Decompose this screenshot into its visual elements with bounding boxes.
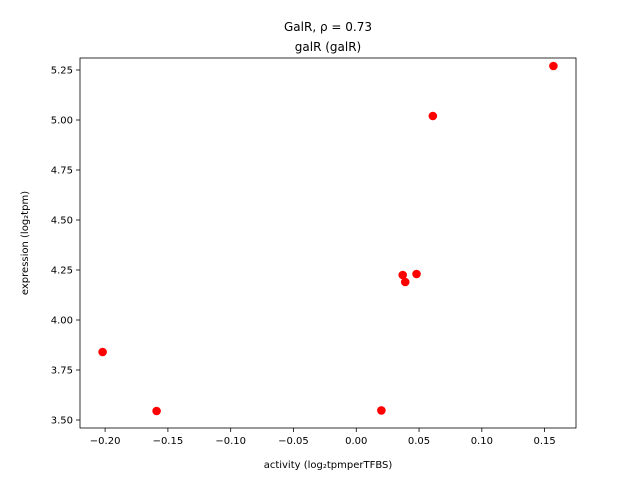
- data-point: [428, 111, 438, 121]
- x-tick-label: 0.15: [533, 436, 555, 447]
- x-tick-label: −0.05: [278, 436, 309, 447]
- y-tick-label: 5.00: [51, 116, 73, 127]
- y-tick-label: 3.75: [51, 366, 73, 377]
- data-points: [98, 61, 558, 416]
- x-tick-label: −0.10: [215, 436, 246, 447]
- data-point: [152, 406, 161, 416]
- data-point: [377, 406, 386, 415]
- data-point: [400, 277, 410, 287]
- y-tick-label: 3.50: [51, 416, 73, 427]
- x-tick-label: −0.20: [90, 436, 121, 447]
- y-tick-label: 4.50: [51, 216, 73, 227]
- data-point: [398, 270, 408, 280]
- y-tick-label: 4.00: [51, 316, 73, 327]
- y-tick-label: 5.25: [51, 66, 73, 77]
- x-tick-label: 0.10: [471, 436, 493, 447]
- y-tick-label: 4.75: [51, 166, 73, 177]
- plot-area-frame: [79, 57, 577, 429]
- x-axis-label: activity (log₂tpmperTFBS): [264, 460, 393, 471]
- data-point: [549, 61, 558, 71]
- x-tick-label: 0.00: [345, 436, 367, 447]
- y-axis-label: expression (log₂tpm): [20, 191, 31, 295]
- x-axis-ticks: −0.20 −0.15 −0.10 −0.05 0.00 0.05 0.10 0.15: [90, 428, 556, 447]
- chart-title: GalR, ρ = 0.73: [284, 20, 372, 34]
- data-point: [98, 347, 107, 357]
- x-tick-label: 0.05: [408, 436, 430, 447]
- data-point: [412, 269, 421, 279]
- x-tick-label: −0.15: [153, 436, 184, 447]
- y-axis-ticks: 3.50 3.75 4.00 4.25 4.50 4.75 5.00 5.25: [51, 66, 80, 427]
- y-tick-label: 4.25: [51, 266, 73, 277]
- chart-subtitle: galR (galR): [295, 40, 361, 54]
